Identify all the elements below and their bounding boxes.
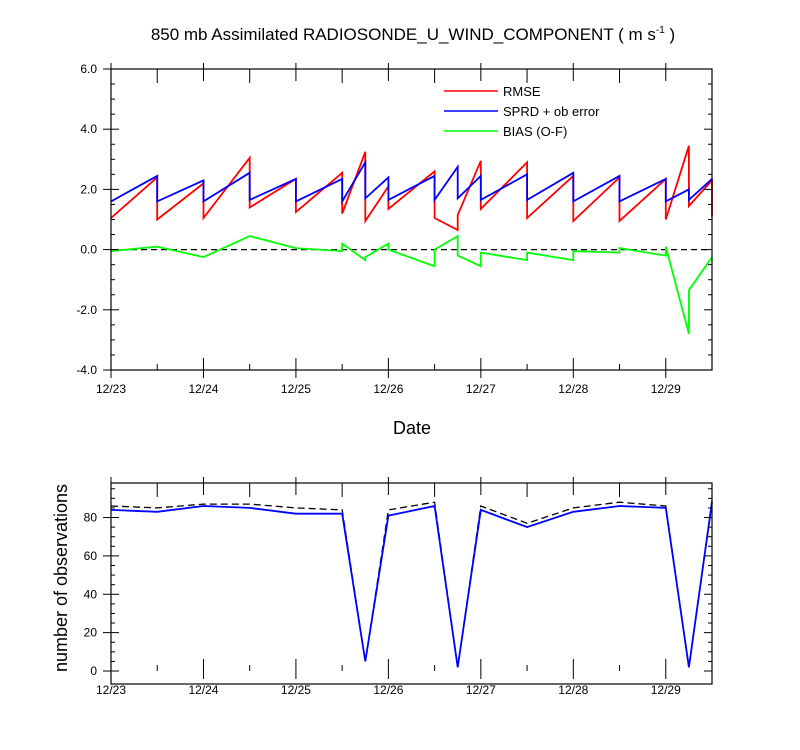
x-tick-label: 12/28 — [558, 382, 588, 396]
series-line-possible — [110, 500, 713, 668]
x-tick-label: 12/26 — [373, 683, 403, 697]
x-tick-label: 12/27 — [466, 382, 496, 396]
x-axis-label: Date — [393, 418, 431, 438]
y-tick-label: 0.0 — [80, 243, 97, 257]
series-line-sprd-ob-error — [110, 159, 713, 205]
y-tick-label: 60 — [84, 549, 98, 563]
y-tick-label: 0 — [90, 664, 97, 678]
y-tick-label: -2.0 — [76, 303, 97, 317]
legend-label-bias: BIAS (O-F) — [503, 124, 567, 139]
x-tick-label: 12/23 — [96, 382, 126, 396]
x-tick-label: 12/23 — [96, 683, 126, 697]
series-line-used — [110, 502, 713, 668]
x-tick-label: 12/28 — [558, 683, 588, 697]
bottom-series-lines — [110, 500, 713, 668]
bottom-plot-frame — [110, 482, 713, 685]
x-tick-label: 12/27 — [466, 683, 496, 697]
bottom-ticks: 0 20 40 60 80 12/23 12/24 12/25 12/26 12/27 12/28 1… — [84, 477, 712, 697]
y-tick-label: 80 — [84, 511, 98, 525]
x-tick-label: 12/24 — [188, 683, 218, 697]
x-tick-label: 12/29 — [651, 683, 681, 697]
x-tick-label: 12/24 — [188, 382, 218, 396]
legend-label-rmse: RMSE — [503, 84, 541, 99]
y-tick-label: -4.0 — [76, 363, 97, 377]
y-tick-label: 2.0 — [80, 182, 97, 196]
legend: RMSE SPRD + ob error BIAS (O-F) — [444, 84, 600, 139]
top-ticks: -4.0 -2.0 0.0 2.0 4.0 6.0 12/23 12/24 12/25 12/26… — [76, 62, 712, 396]
x-tick-label: 12/25 — [281, 683, 311, 697]
y-tick-label: 20 — [84, 626, 98, 640]
top-series-lines — [110, 145, 713, 335]
x-tick-label: 12/25 — [281, 382, 311, 396]
y-tick-label: 4.0 — [80, 122, 97, 136]
y-tick-label: 40 — [84, 587, 98, 601]
y-axis-label-observations: number of observations — [51, 484, 71, 672]
x-tick-label: 12/29 — [651, 382, 681, 396]
legend-label-sprd: SPRD + ob error — [503, 104, 600, 119]
y-tick-label: 6.0 — [80, 62, 97, 76]
chart-title: 850 mb Assimilated RADIOSONDE_U_WIND_COM… — [151, 25, 675, 44]
x-tick-label: 12/26 — [373, 382, 403, 396]
series-line-bias-o-f — [110, 234, 713, 335]
